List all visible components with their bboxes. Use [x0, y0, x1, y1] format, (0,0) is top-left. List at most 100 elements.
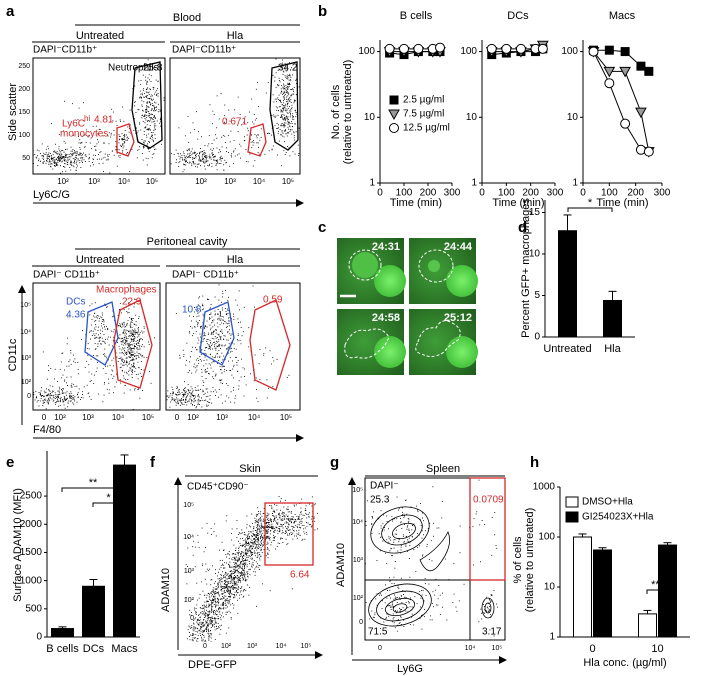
event-dot [52, 158, 54, 160]
event-dot [230, 571, 232, 573]
event-dot [282, 519, 284, 521]
event-dot [93, 315, 94, 317]
event-dot [52, 390, 54, 392]
event-dot [68, 361, 70, 363]
event-dot [263, 508, 265, 509]
event-dot [58, 405, 59, 407]
event-dot [153, 87, 155, 89]
event-dot [195, 611, 197, 613]
event-dot [214, 347, 216, 349]
event-dot [214, 597, 216, 599]
event-dot [225, 592, 227, 593]
event-dot [224, 580, 226, 582]
event-dot [59, 157, 61, 159]
event-dot [304, 538, 306, 540]
event-dot [254, 555, 256, 557]
event-dot [282, 59, 283, 61]
event-dot [149, 117, 151, 119]
event-dot [119, 357, 121, 359]
event-dot [289, 106, 290, 108]
event-dot [70, 391, 72, 393]
event-dot [280, 123, 282, 125]
event-dot [223, 164, 225, 166]
event-dot [62, 156, 64, 157]
event-dot [409, 545, 411, 546]
event-dot [267, 82, 269, 83]
event-dot [132, 333, 134, 335]
event-dot [404, 591, 406, 593]
event-dot [211, 163, 213, 164]
event-dot [43, 156, 44, 158]
event-dot [125, 331, 127, 333]
event-dot [206, 298, 208, 300]
event-dot [226, 581, 228, 582]
event-dot [70, 169, 72, 171]
event-dot [225, 614, 227, 615]
event-dot [67, 385, 68, 386]
event-dot [280, 101, 281, 103]
event-dot [192, 394, 194, 396]
event-dot [270, 530, 271, 532]
event-dot [82, 157, 84, 159]
event-dot [156, 106, 157, 108]
event-dot [249, 563, 250, 565]
event-dot [194, 387, 196, 388]
event-dot [214, 415, 215, 416]
event-dot [198, 644, 199, 645]
event-dot [283, 515, 285, 517]
event-dot [106, 307, 108, 308]
event-dot [194, 395, 196, 397]
event-dot [286, 117, 287, 119]
event-dot [211, 331, 213, 333]
event-dot [201, 397, 202, 399]
event-dot [154, 129, 156, 130]
event-dot [153, 153, 155, 154]
event-dot [283, 71, 285, 73]
event-dot [278, 94, 280, 96]
event-dot [163, 99, 165, 101]
event-dot [239, 542, 241, 544]
event-dot [214, 592, 216, 594]
event-dot [193, 395, 195, 396]
event-dot [54, 150, 56, 152]
event-dot [317, 512, 318, 514]
event-dot [430, 540, 432, 542]
event-dot [245, 161, 247, 163]
event-dot [44, 399, 45, 401]
event-dot [298, 153, 300, 154]
event-dot [125, 364, 127, 365]
event-dot [81, 136, 83, 137]
event-dot [194, 607, 195, 609]
event-dot [295, 78, 297, 80]
event-dot [217, 586, 219, 588]
event-dot [203, 331, 205, 333]
event-dot [131, 331, 133, 333]
event-dot [407, 524, 409, 526]
event-dot [123, 377, 125, 379]
event-dot [61, 160, 63, 162]
event-dot [43, 159, 44, 160]
event-dot [324, 513, 325, 514]
event-dot [119, 348, 121, 350]
event-dot [252, 548, 253, 549]
event-dot [212, 565, 213, 567]
event-dot [211, 338, 213, 339]
event-dot [217, 313, 218, 315]
event-dot [240, 555, 242, 557]
event-dot [92, 330, 94, 332]
event-dot [236, 592, 238, 594]
event-dot [422, 590, 424, 592]
event-dot [244, 565, 245, 566]
event-dot [265, 529, 267, 531]
event-dot [154, 134, 156, 136]
event-dot [54, 162, 56, 163]
event-dot [261, 549, 262, 551]
event-dot [122, 139, 124, 140]
event-dot [197, 631, 198, 633]
event-dot [33, 392, 35, 394]
event-dot [242, 545, 243, 546]
event-dot [257, 563, 258, 565]
event-dot [414, 596, 416, 598]
event-dot [236, 581, 237, 583]
event-dot [200, 165, 201, 167]
